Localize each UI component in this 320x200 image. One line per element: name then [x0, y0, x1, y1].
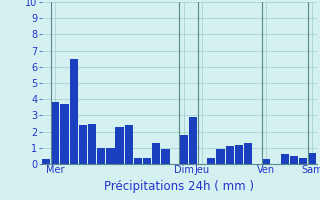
- Bar: [60, 104, 69, 164]
- Bar: [281, 154, 289, 164]
- Bar: [42, 159, 50, 164]
- Bar: [69, 59, 78, 164]
- Bar: [161, 149, 170, 164]
- Bar: [216, 149, 225, 164]
- Bar: [235, 145, 243, 164]
- Bar: [97, 148, 105, 164]
- Bar: [134, 158, 142, 164]
- Bar: [308, 153, 316, 164]
- Bar: [262, 159, 270, 164]
- Bar: [180, 135, 188, 164]
- Bar: [299, 158, 307, 164]
- Bar: [207, 158, 215, 164]
- Bar: [106, 148, 115, 164]
- Bar: [116, 127, 124, 164]
- Bar: [88, 124, 96, 164]
- Bar: [124, 125, 133, 164]
- Bar: [143, 158, 151, 164]
- Bar: [79, 125, 87, 164]
- Bar: [290, 156, 298, 164]
- X-axis label: Précipitations 24h ( mm ): Précipitations 24h ( mm ): [104, 180, 254, 193]
- Bar: [226, 146, 234, 164]
- Bar: [189, 117, 197, 164]
- Bar: [244, 143, 252, 164]
- Bar: [51, 102, 60, 164]
- Bar: [152, 143, 160, 164]
